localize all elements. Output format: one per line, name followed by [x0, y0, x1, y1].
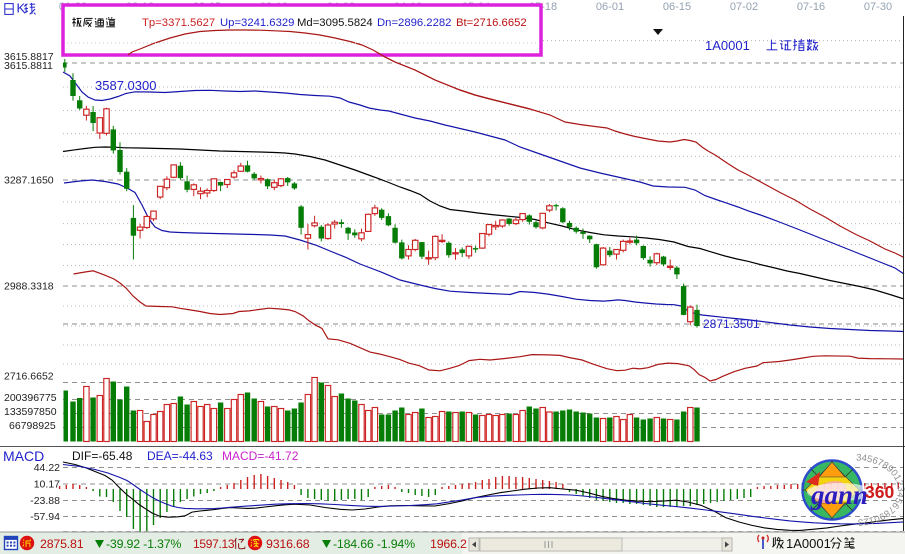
- svg-text:1966.2: 1966.2: [430, 537, 467, 551]
- svg-text:200396775: 200396775: [4, 392, 57, 404]
- svg-text:2716.6652: 2716.6652: [4, 371, 54, 383]
- svg-text:06-01: 06-01: [596, 1, 624, 13]
- svg-text:3587.0300: 3587.0300: [95, 78, 156, 93]
- svg-text:07-16: 07-16: [797, 1, 825, 13]
- svg-text:K: K: [17, 1, 26, 16]
- svg-text:Dn=2896.2282: Dn=2896.2282: [377, 17, 451, 29]
- svg-text:1A0001: 1A0001: [786, 536, 831, 551]
- svg-text:1A0001: 1A0001: [705, 38, 750, 53]
- svg-text:2871.3501: 2871.3501: [703, 317, 760, 331]
- svg-text:06-15: 06-15: [663, 1, 691, 13]
- svg-text:gann: gann: [810, 480, 868, 510]
- svg-text:3287.1650: 3287.1650: [4, 175, 54, 187]
- svg-text:44.22: 44.22: [34, 462, 60, 474]
- svg-text:3615.8811: 3615.8811: [4, 60, 53, 72]
- svg-text:Md=3095.5824: Md=3095.5824: [297, 17, 373, 29]
- svg-text:-39.92 -1.37%: -39.92 -1.37%: [106, 537, 181, 551]
- svg-text:MACD=-41.72: MACD=-41.72: [222, 449, 299, 463]
- svg-text:-57.94: -57.94: [30, 511, 60, 523]
- svg-text:1597.13: 1597.13: [193, 537, 235, 551]
- svg-text:-23.88: -23.88: [30, 495, 60, 507]
- svg-text:DEA=-44.63: DEA=-44.63: [147, 449, 213, 463]
- svg-text:9316.68: 9316.68: [266, 537, 310, 551]
- svg-text:Tp=3371.5627: Tp=3371.5627: [142, 17, 215, 29]
- svg-text:10.17: 10.17: [34, 479, 60, 491]
- svg-text:DIF=-65.48: DIF=-65.48: [72, 449, 133, 463]
- svg-text:66798925: 66798925: [9, 420, 56, 432]
- svg-text:2988.3318: 2988.3318: [4, 281, 54, 293]
- svg-text:2875.81: 2875.81: [40, 537, 84, 551]
- svg-text:Up=3241.6329: Up=3241.6329: [220, 17, 294, 29]
- svg-text:-184.66 -1.94%: -184.66 -1.94%: [333, 537, 415, 551]
- svg-text:Bt=2716.6652: Bt=2716.6652: [456, 17, 527, 29]
- svg-text:360: 360: [865, 482, 894, 502]
- svg-text:MACD: MACD: [3, 448, 44, 464]
- svg-text:3615.8817: 3615.8817: [4, 51, 54, 63]
- svg-text:133597850: 133597850: [4, 406, 57, 418]
- svg-text:07-30: 07-30: [864, 1, 892, 13]
- svg-text:07-02: 07-02: [730, 1, 758, 13]
